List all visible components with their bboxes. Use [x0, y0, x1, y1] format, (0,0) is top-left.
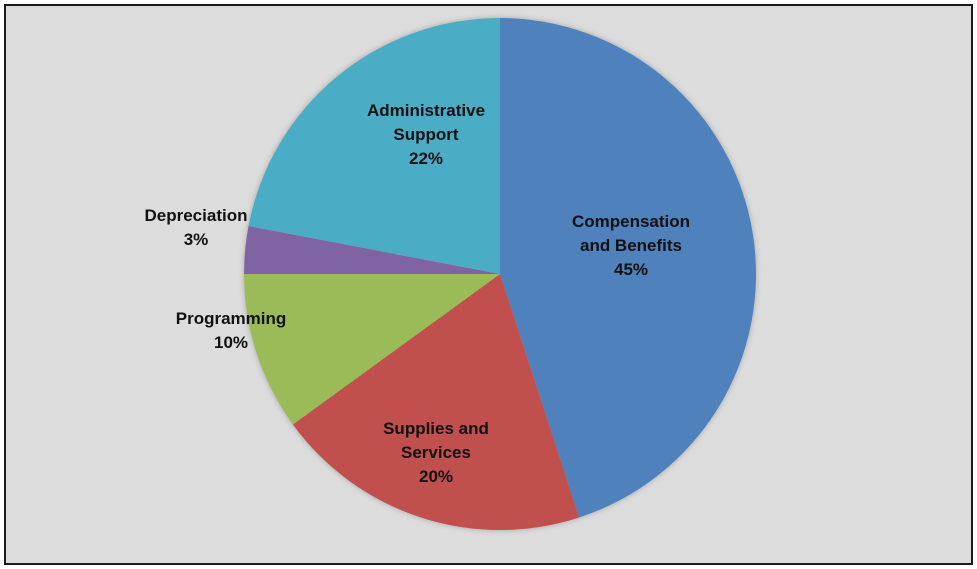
slice-name-0: and Benefits: [580, 236, 682, 255]
slice-percent-0: 45%: [614, 260, 648, 279]
slice-name-3: Depreciation: [145, 206, 248, 225]
slice-percent-4: 22%: [409, 149, 443, 168]
pie-slice-2: [244, 274, 500, 425]
slice-label-0: Compensation and Benefits 45%: [572, 212, 690, 279]
slice-name-1: Supplies and: [383, 419, 489, 438]
chart-frame: Compensation and Benefits 45% Supplies and S…: [4, 4, 973, 565]
slice-name-2: Programming: [176, 309, 287, 328]
slice-percent-3: 3%: [184, 230, 209, 249]
slice-label-3: Depreciation 3%: [145, 206, 248, 249]
pie-slice-0: [500, 18, 757, 518]
slice-label-1: Supplies and Services 20%: [383, 419, 489, 486]
slice-name-0: Compensation: [572, 212, 690, 231]
pie-slice-1: [292, 274, 580, 530]
pie-chart: Compensation and Benefits 45%Supplies and S…: [145, 18, 757, 530]
slice-label-4: Administrative Support 22%: [367, 101, 485, 168]
slice-label-2: Programming 10%: [176, 309, 287, 352]
slice-percent-2: 10%: [214, 333, 248, 352]
pie-slice-3: [244, 226, 500, 274]
slice-name-1: Services: [401, 443, 471, 462]
slice-percent-1: 20%: [419, 467, 453, 486]
slice-name-4: Administrative: [367, 101, 485, 120]
pie-slice-4: [248, 18, 500, 274]
slice-name-4: Support: [393, 125, 458, 144]
